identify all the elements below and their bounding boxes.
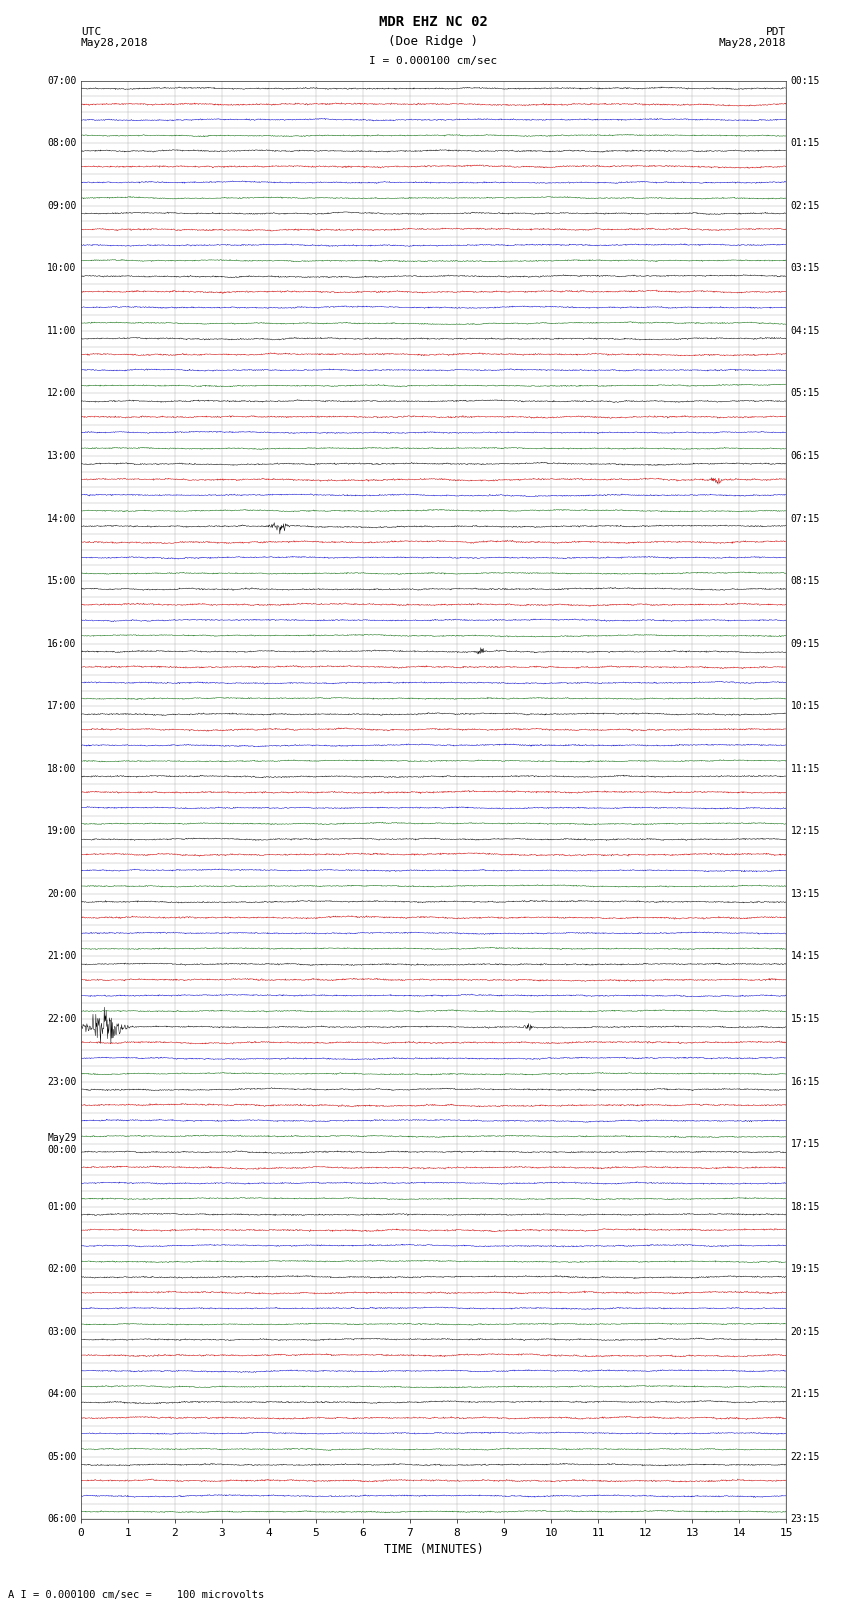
Text: 06:00: 06:00	[47, 1515, 76, 1524]
Text: PDT
May28,2018: PDT May28,2018	[719, 27, 786, 48]
Text: 21:15: 21:15	[790, 1389, 820, 1400]
Text: 17:15: 17:15	[790, 1139, 820, 1148]
Text: 15:00: 15:00	[47, 576, 76, 586]
Text: 18:15: 18:15	[790, 1202, 820, 1211]
Text: 23:15: 23:15	[790, 1515, 820, 1524]
Text: 03:15: 03:15	[790, 263, 820, 273]
Text: 03:00: 03:00	[47, 1327, 76, 1337]
Text: 00:15: 00:15	[790, 76, 820, 85]
Text: 02:15: 02:15	[790, 200, 820, 211]
Text: 16:15: 16:15	[790, 1076, 820, 1087]
Text: 10:15: 10:15	[790, 702, 820, 711]
Text: 01:15: 01:15	[790, 139, 820, 148]
Text: May29
00:00: May29 00:00	[47, 1134, 76, 1155]
Text: 11:00: 11:00	[47, 326, 76, 336]
Text: 22:15: 22:15	[790, 1452, 820, 1461]
Text: A I = 0.000100 cm/sec =    100 microvolts: A I = 0.000100 cm/sec = 100 microvolts	[8, 1590, 264, 1600]
Text: 07:00: 07:00	[47, 76, 76, 85]
Text: 04:00: 04:00	[47, 1389, 76, 1400]
Text: 13:00: 13:00	[47, 452, 76, 461]
Text: 01:00: 01:00	[47, 1202, 76, 1211]
Text: 02:00: 02:00	[47, 1265, 76, 1274]
Text: 18:00: 18:00	[47, 765, 76, 774]
Text: 09:15: 09:15	[790, 639, 820, 648]
Text: 08:00: 08:00	[47, 139, 76, 148]
Text: 04:15: 04:15	[790, 326, 820, 336]
Text: 15:15: 15:15	[790, 1015, 820, 1024]
Text: 20:00: 20:00	[47, 889, 76, 898]
Text: 10:00: 10:00	[47, 263, 76, 273]
Text: 12:00: 12:00	[47, 389, 76, 398]
Text: 05:15: 05:15	[790, 389, 820, 398]
Text: 17:00: 17:00	[47, 702, 76, 711]
Text: I = 0.000100 cm/sec: I = 0.000100 cm/sec	[370, 56, 497, 66]
Text: 06:15: 06:15	[790, 452, 820, 461]
Text: 05:00: 05:00	[47, 1452, 76, 1461]
Text: 20:15: 20:15	[790, 1327, 820, 1337]
Text: 07:15: 07:15	[790, 513, 820, 524]
Text: MDR EHZ NC 02: MDR EHZ NC 02	[379, 15, 488, 29]
Text: UTC
May28,2018: UTC May28,2018	[81, 27, 148, 48]
Text: 08:15: 08:15	[790, 576, 820, 586]
Text: 23:00: 23:00	[47, 1076, 76, 1087]
Text: 09:00: 09:00	[47, 200, 76, 211]
Text: 14:15: 14:15	[790, 952, 820, 961]
Text: 14:00: 14:00	[47, 513, 76, 524]
Text: 16:00: 16:00	[47, 639, 76, 648]
X-axis label: TIME (MINUTES): TIME (MINUTES)	[383, 1542, 484, 1555]
Text: 19:00: 19:00	[47, 826, 76, 836]
Text: 13:15: 13:15	[790, 889, 820, 898]
Text: 21:00: 21:00	[47, 952, 76, 961]
Text: 11:15: 11:15	[790, 765, 820, 774]
Text: 19:15: 19:15	[790, 1265, 820, 1274]
Text: 22:00: 22:00	[47, 1015, 76, 1024]
Text: (Doe Ridge ): (Doe Ridge )	[388, 35, 479, 48]
Text: 12:15: 12:15	[790, 826, 820, 836]
